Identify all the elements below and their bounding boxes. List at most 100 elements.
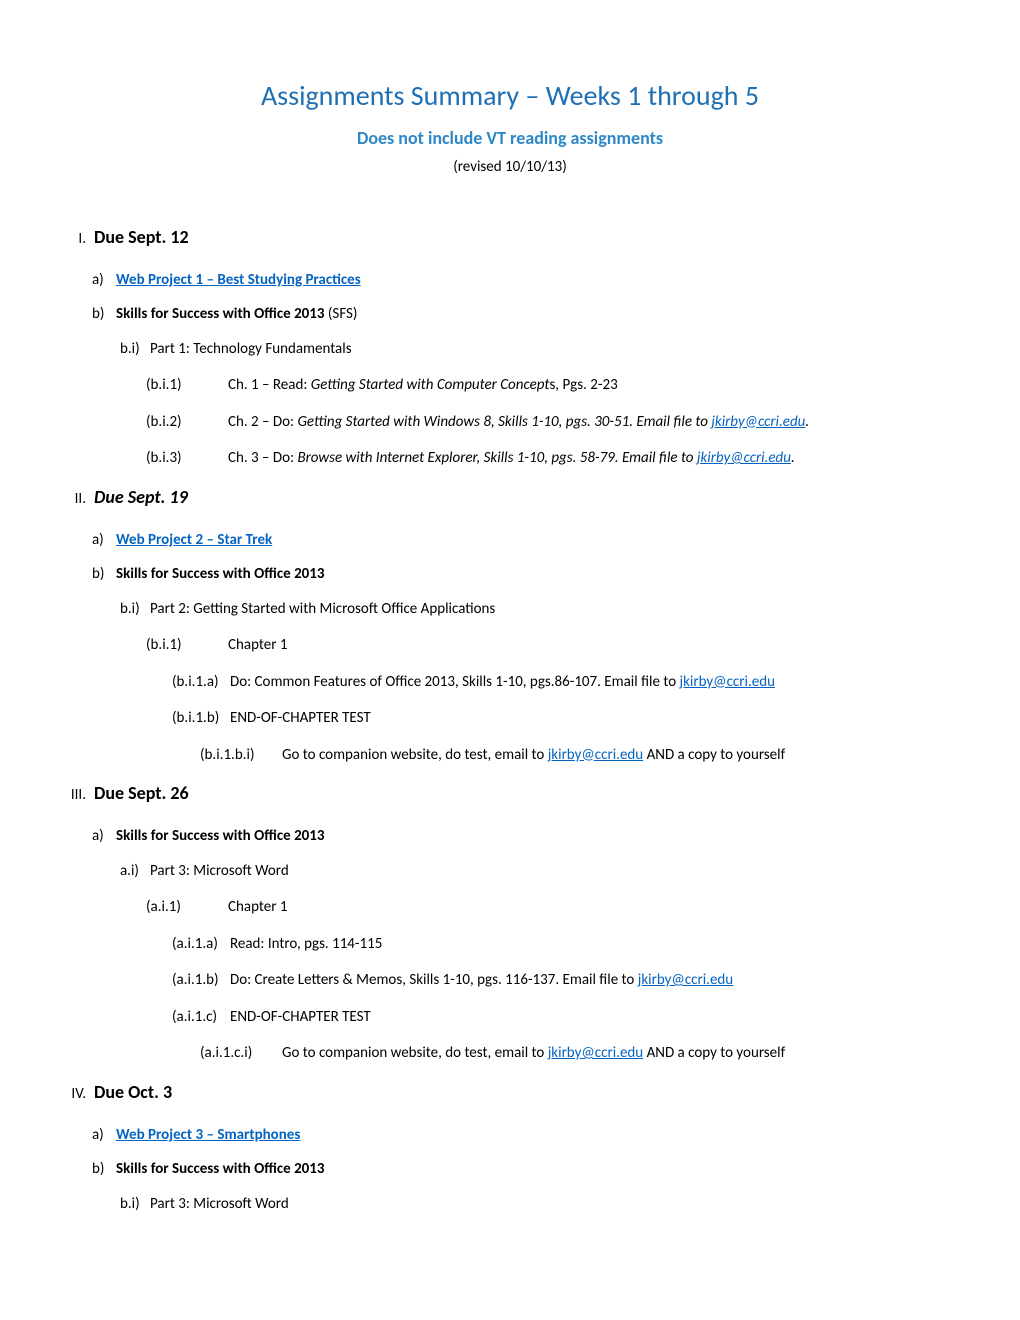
item-bi3: (b.i.3)Ch. 3 – Do: Browse with Internet … [92, 447, 962, 470]
text-suffix: AND a copy to yourself [643, 1044, 785, 1062]
outline-section-3: a)Skills for Success with Office 2013 a.… [58, 825, 962, 1065]
item-ai: a.i)Part 3: Microsoft Word [92, 860, 962, 883]
item-bi1a: (b.i.1.a)Do: Common Features of Office 2… [92, 671, 962, 694]
text: Go to companion website, do test, email … [282, 1044, 548, 1062]
outline-section-4: a)Web Project 3 – Smartphones b)Skills f… [58, 1124, 962, 1216]
section-heading-4: IV. Due Oct. 3 [58, 1079, 962, 1106]
item-ai1a: (a.i.1.a)Read: Intro, pgs. 114-115 [92, 933, 962, 956]
text: Do: Create Letters & Memos, Skills 1-10,… [230, 971, 638, 989]
text-prefix: Ch. 2 – Do: [228, 413, 297, 431]
roman-numeral: I. [58, 228, 86, 251]
marker: b) [92, 303, 116, 326]
email-link[interactable]: jkirby@ccri.edu [548, 746, 643, 764]
marker: (b.i.1) [146, 374, 228, 397]
text: END-OF-CHAPTER TEST [230, 1008, 371, 1026]
item-bi1b: (b.i.1.b)END-OF-CHAPTER TEST [92, 707, 962, 730]
item-bi: b.i)Part 1: Technology Fundamentals [92, 338, 962, 361]
text-italic: Browse with Internet Explorer, Skills 1-… [297, 449, 696, 467]
text: Chapter 1 [228, 898, 287, 916]
marker: (b.i.3) [146, 447, 228, 470]
marker: b) [92, 563, 116, 586]
marker: a) [92, 529, 116, 552]
item-a: a)Web Project 3 – Smartphones [92, 1124, 962, 1147]
marker: b.i) [120, 1193, 150, 1216]
text: END-OF-CHAPTER TEST [230, 709, 371, 727]
marker: (b.i.2) [146, 411, 228, 434]
text: Part 3: Microsoft Word [150, 862, 289, 880]
item-ai1b: (a.i.1.b)Do: Create Letters & Memos, Ski… [92, 969, 962, 992]
text-italic: Getting Started with Windows 8, Skills 1… [297, 413, 711, 431]
marker: a.i) [120, 860, 150, 883]
text: Part 3: Microsoft Word [150, 1195, 289, 1213]
item-bi2: (b.i.2)Ch. 2 – Do: Getting Started with … [92, 411, 962, 434]
marker: a) [92, 825, 116, 848]
roman-numeral: II. [58, 488, 86, 511]
text: Go to companion website, do test, email … [282, 746, 548, 764]
item-b: b)Skills for Success with Office 2013 [92, 1158, 962, 1181]
text-bold: Skills for Success with Office 2013 [116, 827, 324, 845]
email-link[interactable]: jkirby@ccri.edu [697, 449, 791, 467]
text: Chapter 1 [228, 636, 287, 654]
section-heading-1: I. Due Sept. 12 [58, 224, 962, 251]
text-italic: Getting Started with Computer Concept [311, 376, 550, 394]
item-ai1: (a.i.1)Chapter 1 [92, 896, 962, 919]
revised-date: (revised 10/10/13) [58, 156, 962, 179]
email-link[interactable]: jkirby@ccri.edu [548, 1044, 643, 1062]
text-bold: Skills for Success with Office 2013 [116, 565, 324, 583]
web-project-link[interactable]: Web Project 2 – Star Trek [116, 531, 272, 549]
marker: (b.i.1.a) [172, 671, 230, 694]
text-prefix: Ch. 3 – Do: [228, 449, 297, 467]
roman-numeral: III. [58, 784, 86, 807]
email-link[interactable]: jkirby@ccri.edu [638, 971, 733, 989]
item-bi: b.i)Part 3: Microsoft Word [92, 1193, 962, 1216]
marker: a) [92, 269, 116, 292]
heading-text: Due Sept. 26 [94, 782, 189, 804]
item-bi1bi: (b.i.1.b.i)Go to companion website, do t… [92, 744, 962, 767]
marker: (b.i.1.b) [172, 707, 230, 730]
item-ai1ci: (a.i.1.c.i)Go to companion website, do t… [92, 1042, 962, 1065]
marker: (a.i.1) [146, 896, 228, 919]
text: Part 2: Getting Started with Microsoft O… [150, 600, 495, 618]
text-suffix: s, Pgs. 2-23 [549, 376, 617, 394]
text: Part 1: Technology Fundamentals [150, 340, 352, 358]
outline-section-2: a)Web Project 2 – Star Trek b)Skills for… [58, 529, 962, 767]
item-a: a)Skills for Success with Office 2013 [92, 825, 962, 848]
text-bold: Skills for Success with Office 2013 [116, 305, 324, 323]
heading-text: Due Sept. 19 [94, 486, 188, 508]
email-link[interactable]: jkirby@ccri.edu [680, 673, 775, 691]
marker: (b.i.1) [146, 634, 228, 657]
marker: (a.i.1.b) [172, 969, 230, 992]
page-title: Assignments Summary – Weeks 1 through 5 [58, 75, 962, 117]
outline-section-1: a)Web Project 1 – Best Studying Practice… [58, 269, 962, 470]
marker: b.i) [120, 598, 150, 621]
text-suffix: (SFS) [324, 305, 357, 323]
section-heading-3: III. Due Sept. 26 [58, 780, 962, 807]
page-subtitle: Does not include VT reading assignments [58, 125, 962, 152]
item-ai1c: (a.i.1.c)END-OF-CHAPTER TEST [92, 1006, 962, 1029]
marker: b) [92, 1158, 116, 1181]
marker: (a.i.1.a) [172, 933, 230, 956]
item-b: b)Skills for Success with Office 2013 (S… [92, 303, 962, 326]
marker: (a.i.1.c) [172, 1006, 230, 1029]
item-a: a)Web Project 1 – Best Studying Practice… [92, 269, 962, 292]
item-bi1: (b.i.1)Chapter 1 [92, 634, 962, 657]
item-bi1: (b.i.1)Ch. 1 – Read: Getting Started wit… [92, 374, 962, 397]
item-bi: b.i)Part 2: Getting Started with Microso… [92, 598, 962, 621]
marker: b.i) [120, 338, 150, 361]
section-heading-2: II. Due Sept. 19 [58, 484, 962, 511]
text: Read: Intro, pgs. 114-115 [230, 935, 382, 953]
period: . [791, 449, 795, 467]
roman-numeral: IV. [58, 1083, 86, 1106]
text-prefix: Ch. 1 – Read: [228, 376, 311, 394]
text: Do: Common Features of Office 2013, Skil… [230, 673, 680, 691]
web-project-link[interactable]: Web Project 3 – Smartphones [116, 1126, 300, 1144]
web-project-link[interactable]: Web Project 1 – Best Studying Practices [116, 271, 361, 289]
period: . [805, 413, 809, 431]
item-b: b)Skills for Success with Office 2013 [92, 563, 962, 586]
heading-text: Due Sept. 12 [94, 226, 189, 248]
marker: (a.i.1.c.i) [200, 1042, 282, 1065]
marker: (b.i.1.b.i) [200, 744, 282, 767]
email-link[interactable]: jkirby@ccri.edu [711, 413, 805, 431]
text-bold: Skills for Success with Office 2013 [116, 1160, 324, 1178]
heading-text: Due Oct. 3 [94, 1081, 172, 1103]
